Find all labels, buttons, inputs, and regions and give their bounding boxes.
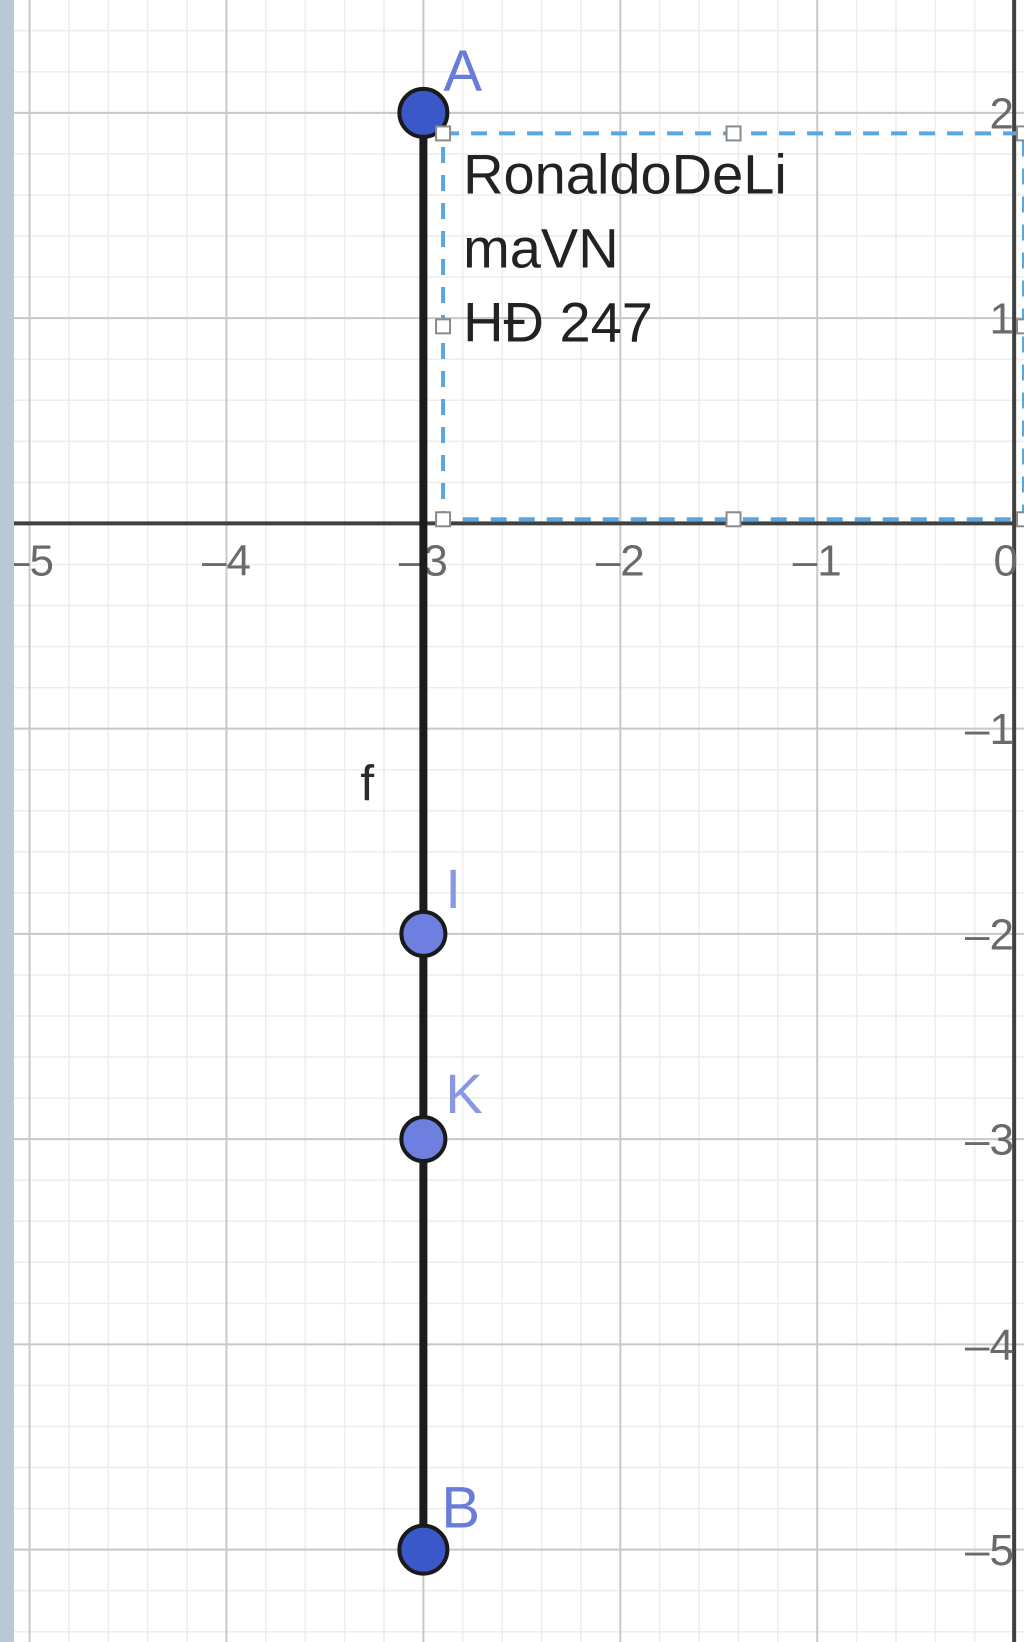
y-tick-label: –5 bbox=[965, 1526, 1014, 1575]
y-tick-label: –1 bbox=[965, 705, 1014, 754]
x-tick-label: 0 bbox=[994, 536, 1018, 585]
textbox-resize-handle[interactable] bbox=[727, 512, 741, 526]
y-tick-label: –2 bbox=[965, 910, 1014, 959]
textbox-resize-handle[interactable] bbox=[1017, 512, 1024, 526]
textbox-line[interactable]: maVN bbox=[463, 216, 619, 279]
point-label-I: I bbox=[445, 857, 461, 920]
textbox-resize-handle[interactable] bbox=[1017, 126, 1024, 140]
textbox-resize-handle[interactable] bbox=[1017, 319, 1024, 333]
point-label-K: K bbox=[445, 1062, 482, 1125]
coordinate-plot[interactable]: –5–4–3–2–1021–1–2–3–4–5fAIKBRonaldoDeLim… bbox=[0, 0, 1024, 1642]
y-tick-label: 1 bbox=[990, 295, 1014, 344]
y-tick-label: 2 bbox=[990, 89, 1014, 138]
segment-label: f bbox=[360, 755, 374, 811]
textbox-line[interactable]: RonaldoDeLi bbox=[463, 142, 787, 205]
point-B[interactable] bbox=[399, 1526, 447, 1574]
textbox-resize-handle[interactable] bbox=[436, 512, 450, 526]
left-edge-band bbox=[0, 0, 14, 1642]
textbox-resize-handle[interactable] bbox=[436, 319, 450, 333]
x-tick-label: –4 bbox=[202, 536, 251, 585]
textbox-line[interactable]: HĐ 247 bbox=[463, 290, 653, 353]
textbox-resize-handle[interactable] bbox=[436, 126, 450, 140]
point-K[interactable] bbox=[401, 1117, 445, 1161]
x-tick-label: –2 bbox=[596, 536, 645, 585]
y-tick-label: –4 bbox=[965, 1321, 1014, 1370]
point-I[interactable] bbox=[401, 912, 445, 956]
x-tick-label: –1 bbox=[793, 536, 842, 585]
point-label-B: B bbox=[441, 1476, 480, 1541]
y-tick-label: –3 bbox=[965, 1116, 1014, 1165]
textbox-resize-handle[interactable] bbox=[727, 126, 741, 140]
point-label-A: A bbox=[443, 39, 482, 104]
